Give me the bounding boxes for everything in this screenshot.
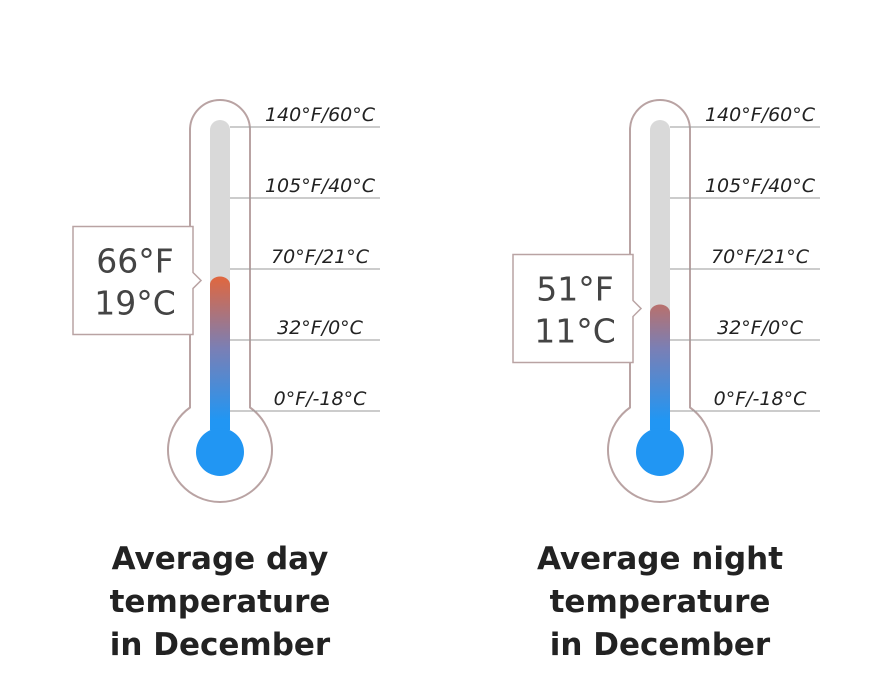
- bulb: [636, 428, 684, 476]
- tick-label: 0°F/-18°C: [274, 388, 367, 410]
- tick-label: 140°F/60°C: [265, 104, 376, 126]
- tick-label: 32°F/0°C: [277, 317, 364, 339]
- tick-label: 140°F/60°C: [705, 104, 816, 126]
- bulb: [196, 428, 244, 476]
- mercury: [210, 276, 230, 430]
- tick-label: 0°F/-18°C: [714, 388, 807, 410]
- readout-text: 11°C: [534, 312, 616, 351]
- title: Average night temperature in December: [536, 541, 784, 663]
- readout-box: [72, 225, 203, 336]
- tick-label: 105°F/40°C: [705, 175, 816, 197]
- readout-box: [512, 253, 643, 364]
- readout-text: 51°F: [536, 270, 613, 309]
- title: Average day temperature in December: [109, 541, 331, 663]
- mercury: [650, 304, 670, 430]
- readout-text: 66°F: [96, 241, 173, 280]
- tick-label: 70°F/21°C: [271, 246, 370, 268]
- tick-label: 32°F/0°C: [717, 317, 804, 339]
- readout-text: 19°C: [94, 283, 176, 322]
- tick-label: 105°F/40°C: [265, 175, 376, 197]
- tick-label: 70°F/21°C: [711, 246, 810, 268]
